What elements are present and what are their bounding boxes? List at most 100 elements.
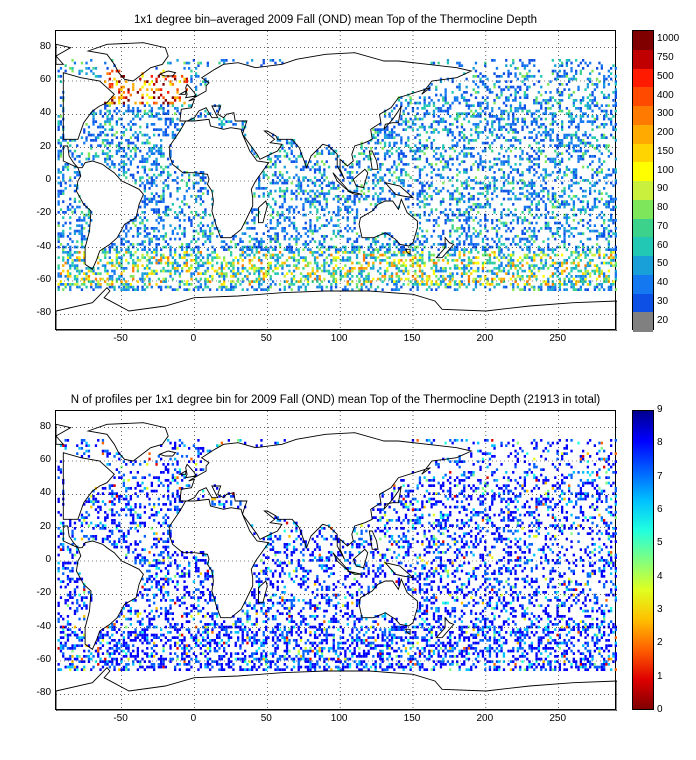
data-bin [141, 211, 144, 214]
data-bin [505, 80, 508, 83]
data-bin [563, 237, 566, 241]
data-bin [113, 285, 116, 289]
data-bin [558, 75, 561, 78]
data-bin [537, 125, 540, 129]
data-bin [167, 173, 170, 177]
data-bin [346, 259, 349, 262]
data-bin [225, 285, 228, 289]
data-bin [223, 285, 226, 289]
data-bin [537, 245, 540, 249]
data-bin [136, 229, 139, 233]
data-bin [561, 123, 564, 126]
data-bin [358, 245, 361, 249]
data-bin [211, 245, 214, 249]
data-bin [267, 285, 270, 289]
data-bin [467, 192, 471, 195]
data-bin [367, 165, 370, 169]
data-bin [542, 187, 545, 190]
data-bin [390, 235, 394, 238]
data-bin [414, 277, 417, 281]
data-bin [470, 272, 473, 275]
data-bin [290, 245, 293, 249]
data-bin [383, 128, 387, 131]
data-bin [402, 163, 405, 166]
data-bin [486, 277, 489, 281]
data-bin [78, 219, 81, 222]
data-bin [143, 240, 146, 243]
data-bin [299, 277, 303, 281]
data-bin [85, 275, 88, 278]
data-bin [132, 176, 135, 179]
data-bin [57, 141, 60, 145]
data-bin [369, 152, 373, 155]
data-bin [491, 280, 494, 283]
data-bin [313, 168, 317, 171]
data-bin [400, 269, 403, 273]
data-bin [479, 104, 482, 107]
data-bin [125, 285, 128, 289]
data-bin [481, 141, 485, 145]
data-bin [477, 168, 480, 171]
data-bin [507, 115, 510, 118]
data-bin [484, 195, 487, 198]
data-bin [190, 221, 193, 225]
data-bin [418, 243, 422, 246]
data-bin [108, 141, 111, 145]
data-bin [458, 200, 461, 203]
data-bin [120, 243, 123, 246]
data-bin [320, 192, 324, 195]
data-bin [533, 189, 536, 193]
data-bin [400, 123, 403, 126]
data-bin [57, 75, 60, 78]
data-bin [258, 179, 261, 182]
data-bin [290, 160, 293, 163]
data-bin [64, 211, 67, 214]
data-bin [94, 152, 98, 155]
data-bin [120, 96, 123, 99]
data-bin [435, 128, 438, 131]
data-bin [281, 272, 284, 275]
data-bin [269, 221, 272, 225]
data-bin [164, 179, 167, 182]
data-bin [92, 72, 95, 75]
data-bin [325, 285, 328, 289]
data-bin [153, 195, 156, 198]
data-bin [237, 267, 240, 270]
data-bin [449, 131, 452, 134]
data-bin [400, 245, 403, 249]
data-bin [376, 128, 380, 131]
data-bin [561, 200, 564, 203]
data-bin [444, 120, 447, 123]
data-bin [62, 251, 65, 254]
data-bin [176, 96, 179, 99]
data-bin [360, 184, 363, 187]
data-bin [265, 272, 268, 275]
data-bin [500, 264, 503, 267]
data-bin [150, 115, 153, 118]
data-bin [111, 133, 114, 137]
data-bin [467, 120, 471, 123]
data-bin [533, 157, 536, 161]
data-bin [316, 179, 319, 182]
data-bin [295, 267, 298, 270]
data-bin [199, 187, 202, 190]
data-bin [162, 253, 165, 257]
data-bin [514, 96, 517, 99]
data-bin [150, 256, 153, 259]
data-bin [288, 219, 291, 222]
data-bin [118, 285, 121, 289]
data-bin [313, 163, 317, 166]
data-bin [467, 235, 471, 238]
data-bin [129, 120, 132, 123]
data-bin [185, 261, 188, 265]
data-bin [549, 136, 552, 139]
data-bin [202, 171, 205, 174]
data-bin [514, 128, 517, 131]
data-bin [129, 253, 132, 257]
data-bin [290, 192, 293, 195]
data-bin [143, 165, 146, 169]
data-bin [113, 248, 116, 251]
data-bin [486, 219, 489, 222]
data-bin [304, 245, 307, 249]
data-bin [237, 261, 240, 265]
